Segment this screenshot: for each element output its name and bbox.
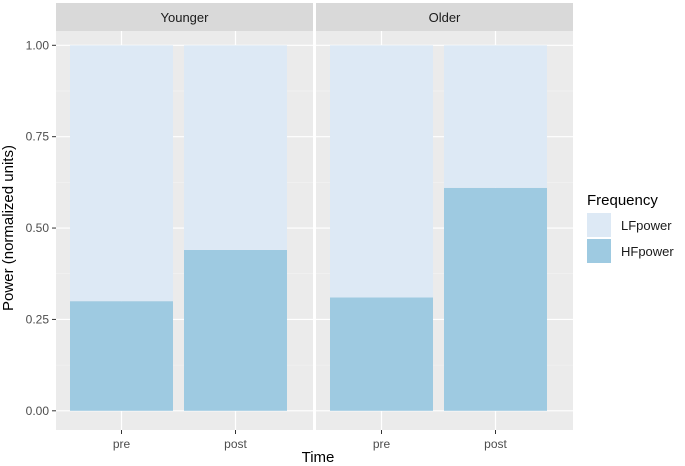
facet-strip (316, 3, 573, 31)
y-tick-label: 1.00 (26, 38, 50, 52)
facet-panels: Younger Older (56, 3, 573, 430)
bar-hfpower-younger-pre (70, 301, 173, 411)
facet-strip (56, 3, 313, 31)
y-tick-label: 0.75 (26, 130, 50, 144)
y-tick-label: 0.00 (26, 404, 50, 418)
bar-hfpower-younger-post (184, 249, 287, 411)
bar-lfpower-older-pre (330, 45, 433, 298)
x-axis-title: Time (302, 449, 335, 466)
legend-label-hfpower: HFpower (621, 244, 674, 259)
legend: Frequency LFpower HFpower (587, 192, 674, 263)
facet-panel-younger: Younger (56, 3, 313, 430)
x-tick-label: post (224, 437, 247, 451)
bar-lfpower-older-post (444, 45, 547, 188)
legend-swatch-hfpower (587, 239, 611, 263)
bar-lfpower-younger-pre (70, 45, 173, 302)
facet-panel-older: Older (316, 3, 573, 430)
y-tick-label: 0.25 (26, 312, 50, 326)
bar-hfpower-older-pre (330, 297, 433, 411)
bar-lfpower-younger-post (184, 45, 287, 250)
legend-swatch-lfpower (587, 213, 611, 237)
legend-title: Frequency (587, 192, 658, 209)
facet-strip-label: Older (429, 10, 461, 25)
y-axis: 0.00 0.25 0.50 0.75 1.00 (26, 38, 56, 418)
x-axis: pre post pre post (113, 430, 508, 451)
y-tick-label: 0.50 (26, 221, 50, 235)
x-tick-label: pre (373, 437, 391, 451)
legend-label-lfpower: LFpower (621, 218, 672, 233)
bar-hfpower-older-post (444, 187, 547, 411)
x-tick-label: pre (113, 437, 131, 451)
x-tick-label: post (484, 437, 507, 451)
facet-strip-label: Younger (161, 10, 210, 25)
y-axis-title: Power (normalized units) (0, 145, 17, 311)
